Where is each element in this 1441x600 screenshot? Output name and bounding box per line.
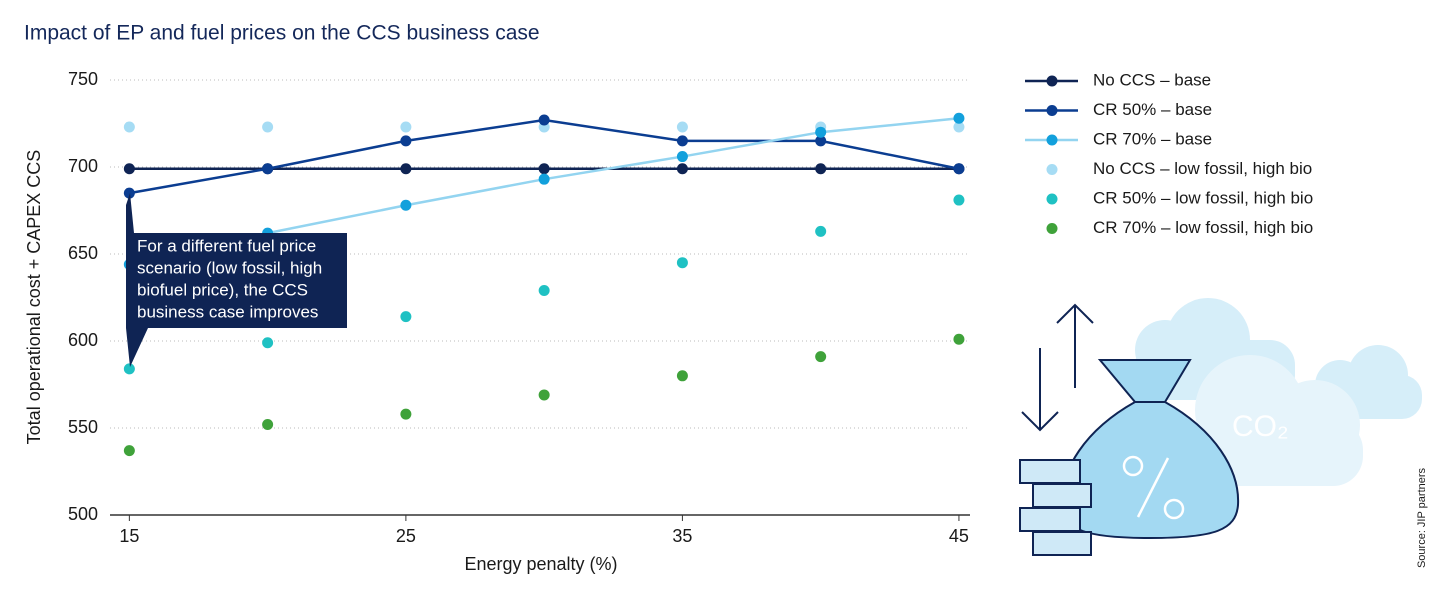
co2-label: CO₂ bbox=[1232, 410, 1289, 443]
point bbox=[815, 225, 827, 237]
source: Source: JIP partners bbox=[1416, 467, 1428, 568]
point bbox=[400, 163, 412, 175]
legend-marker bbox=[1046, 134, 1058, 146]
legend-marker bbox=[1046, 223, 1058, 234]
point bbox=[953, 163, 965, 175]
point bbox=[123, 121, 135, 133]
legend-label: CR 50% – base bbox=[1093, 100, 1212, 119]
point bbox=[953, 194, 965, 206]
y-tick-label: 750 bbox=[68, 69, 98, 89]
point bbox=[400, 311, 412, 323]
point bbox=[400, 199, 412, 211]
point bbox=[676, 257, 688, 269]
legend-marker bbox=[1046, 75, 1058, 87]
point bbox=[953, 112, 965, 124]
y-tick-label: 650 bbox=[68, 243, 98, 263]
illustration: CO₂ bbox=[1019, 298, 1422, 556]
point bbox=[953, 121, 965, 133]
y-tick-label: 500 bbox=[68, 504, 98, 524]
x-tick-label: 15 bbox=[119, 526, 139, 546]
legend-label: CR 50% – low fossil, high bio bbox=[1093, 188, 1313, 207]
y-tick-label: 600 bbox=[68, 330, 98, 350]
legend-label: CR 70% – base bbox=[1093, 129, 1212, 148]
point bbox=[676, 370, 688, 382]
legend-marker bbox=[1046, 105, 1058, 116]
annotation-text: scenario (low fossil, high bbox=[137, 258, 322, 277]
point bbox=[262, 419, 274, 431]
x-tick-label: 35 bbox=[672, 526, 692, 546]
annotation-text: biofuel price), the CCS bbox=[137, 280, 308, 299]
point bbox=[815, 163, 827, 175]
point bbox=[953, 333, 965, 345]
point bbox=[815, 135, 827, 147]
point bbox=[538, 114, 550, 126]
annotation-text: business case improves bbox=[137, 302, 318, 321]
point bbox=[676, 163, 688, 175]
point bbox=[262, 163, 274, 175]
legend-label: CR 70% – low fossil, high bio bbox=[1093, 218, 1313, 237]
annotation bbox=[126, 193, 347, 367]
point bbox=[538, 389, 550, 401]
y-tick-label: 700 bbox=[68, 156, 98, 176]
point bbox=[815, 126, 827, 138]
point bbox=[538, 173, 550, 185]
point bbox=[123, 163, 135, 175]
point bbox=[400, 408, 412, 420]
point bbox=[123, 445, 135, 457]
legend-marker bbox=[1046, 193, 1058, 205]
legend-label: No CCS – low fossil, high bio bbox=[1093, 159, 1312, 178]
point bbox=[538, 163, 550, 175]
point bbox=[676, 135, 688, 147]
x-tick-label: 25 bbox=[396, 526, 416, 546]
point bbox=[676, 121, 688, 133]
point bbox=[123, 187, 135, 199]
point bbox=[262, 121, 274, 133]
legend-marker bbox=[1046, 164, 1058, 175]
point bbox=[400, 135, 412, 147]
point bbox=[262, 337, 274, 349]
point bbox=[538, 285, 550, 297]
point bbox=[123, 363, 135, 375]
y-axis-label: Total operational cost + CAPEX CCS bbox=[24, 150, 44, 445]
point bbox=[815, 351, 827, 363]
annotation-text: For a different fuel price bbox=[137, 236, 316, 255]
legend-label: No CCS – base bbox=[1093, 70, 1211, 89]
y-tick-label: 550 bbox=[68, 417, 98, 437]
point bbox=[676, 151, 688, 163]
chart-title: Impact of EP and fuel prices on the CCS … bbox=[24, 22, 540, 45]
x-axis-label: Energy penalty (%) bbox=[464, 554, 617, 574]
point bbox=[400, 121, 412, 133]
x-tick-label: 45 bbox=[949, 526, 969, 546]
